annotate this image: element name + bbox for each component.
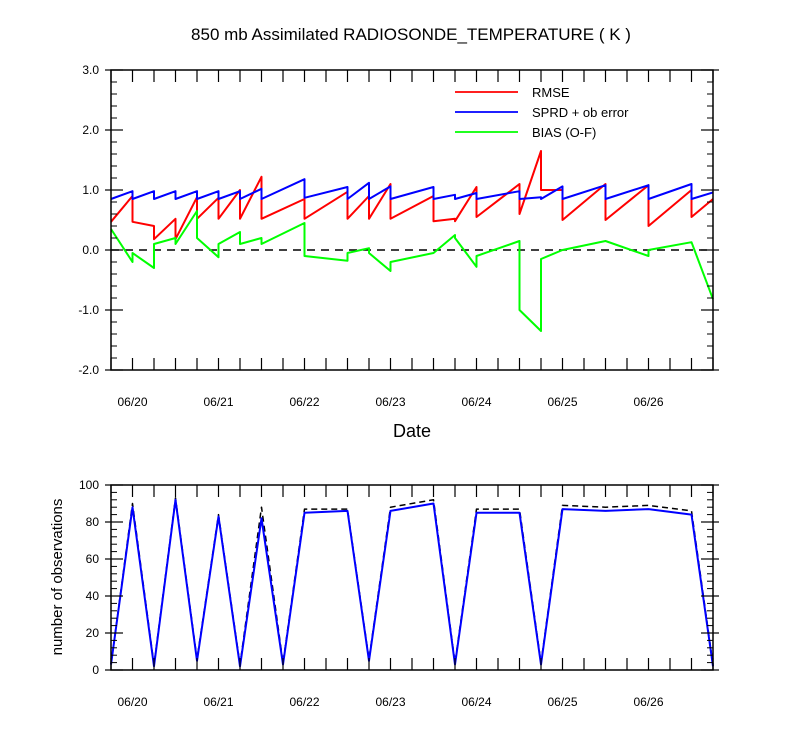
legend-label: BIAS (O-F) [532, 125, 596, 140]
legend-label: SPRD + ob error [532, 105, 629, 120]
y-tick-label: -1.0 [78, 303, 99, 317]
x-tick-label: 06/24 [461, 395, 491, 409]
y-tick-label: 1.0 [82, 183, 99, 197]
series-line-rmse [110, 150, 714, 241]
y-tick-label: 20 [86, 626, 100, 640]
bottom-plot-frame [110, 484, 714, 671]
chart-title: 850 mb Assimilated RADIOSONDE_TEMPERATUR… [191, 25, 631, 44]
x-tick-label: 06/20 [117, 395, 147, 409]
legend: RMSE SPRD + ob error BIAS (O-F) [455, 85, 629, 140]
y-tick-label: 3.0 [82, 63, 99, 77]
y-tick-label: 0 [92, 663, 99, 677]
series-line-bias-o-f- [110, 210, 714, 332]
x-axis-title: Date [393, 421, 431, 441]
y-tick-label: 2.0 [82, 123, 99, 137]
x-tick-label: 06/21 [203, 395, 233, 409]
x-tick-label: 06/20 [117, 695, 147, 709]
x-tick-label: 06/26 [633, 695, 663, 709]
x-tick-label: 06/23 [375, 695, 405, 709]
series-line-sprd-ob-error [110, 178, 714, 200]
x-tick-label: 06/23 [375, 395, 405, 409]
rmse-bias-panel: 850 mb Assimilated RADIOSONDE_TEMPERATUR… [78, 25, 719, 441]
x-tick-label: 06/21 [203, 695, 233, 709]
x-tick-label: 06/25 [547, 695, 577, 709]
y-tick-label: -2.0 [78, 363, 99, 377]
observations-panel: 0 20 40 60 80 100 06/20 06/21 06/22 06/23 06/24 06… [49, 478, 719, 709]
series-line-possible [110, 497, 714, 666]
y-tick-label: 80 [86, 515, 100, 529]
x-tick-label: 06/22 [289, 395, 319, 409]
top-plot-frame [110, 69, 714, 371]
y-tick-label: 100 [79, 478, 99, 492]
x-tick-label: 06/24 [461, 695, 491, 709]
legend-label: RMSE [532, 85, 570, 100]
y-tick-label: 60 [86, 552, 100, 566]
x-tick-label: 06/26 [633, 395, 663, 409]
y-axis-title-observations: number of observations [49, 499, 66, 656]
x-tick-label: 06/25 [547, 395, 577, 409]
y-tick-label: 40 [86, 589, 100, 603]
series-line-assimilated [110, 498, 714, 668]
x-tick-label: 06/22 [289, 695, 319, 709]
y-tick-label: 0.0 [82, 243, 99, 257]
